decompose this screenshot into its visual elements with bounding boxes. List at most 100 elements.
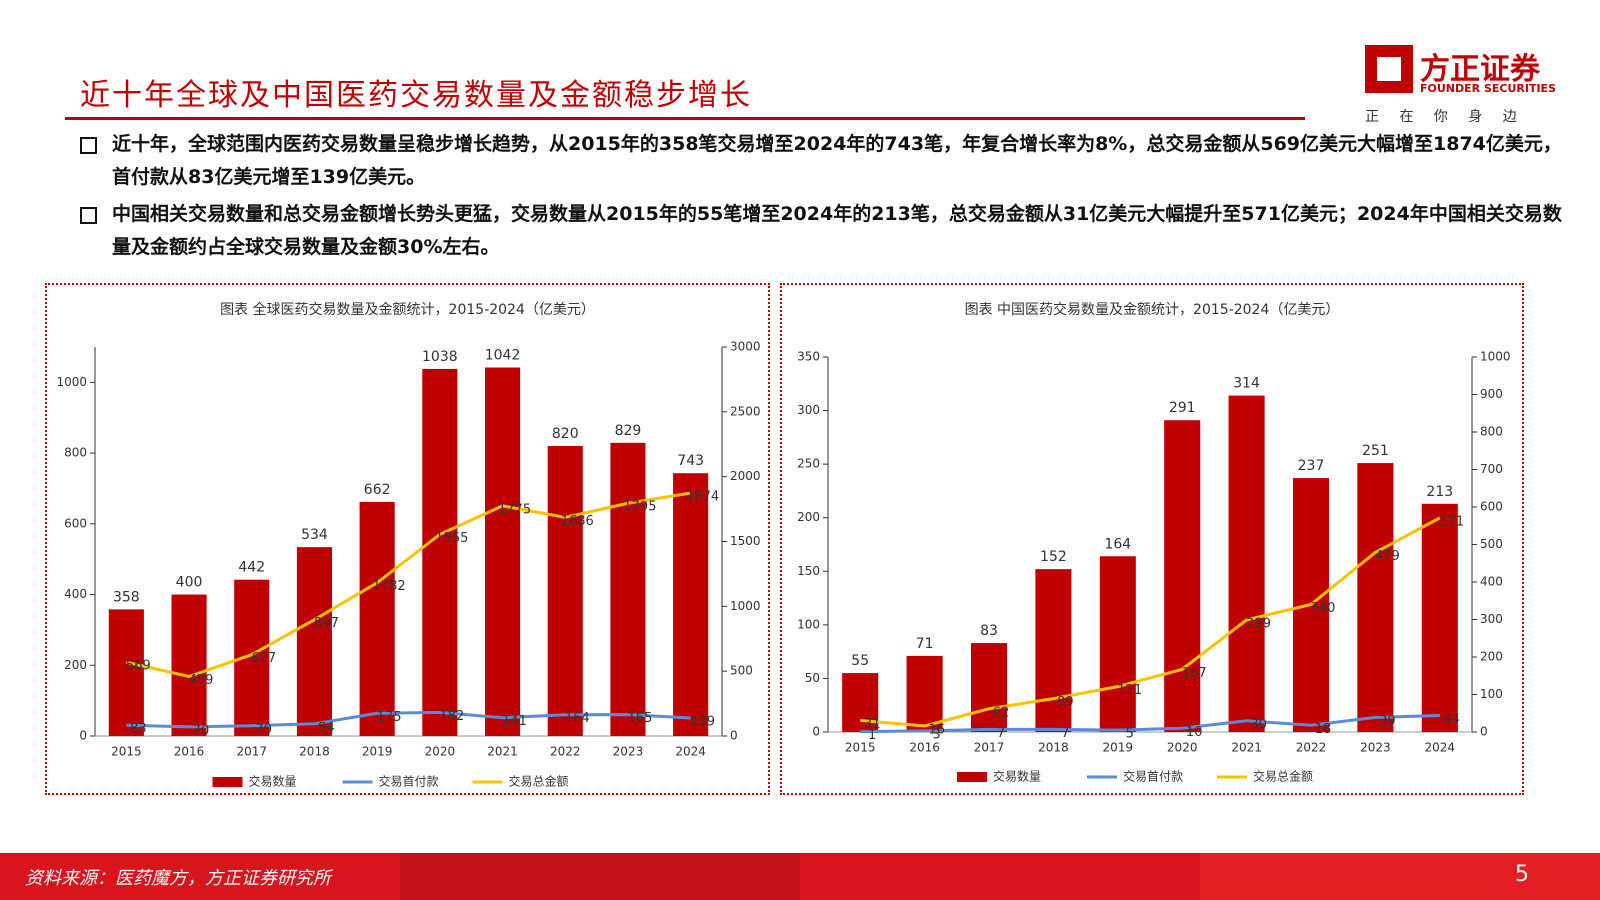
x-tick-label: 2019 bbox=[362, 745, 393, 759]
bar bbox=[359, 501, 395, 736]
line-label: 627 bbox=[251, 651, 276, 666]
y2-tick-label: 500 bbox=[730, 664, 753, 678]
line-label: 569 bbox=[126, 659, 151, 674]
line-label: 571 bbox=[1439, 514, 1464, 529]
bar bbox=[970, 643, 1008, 732]
line-label: 1874 bbox=[686, 490, 719, 505]
bar-label: 820 bbox=[552, 426, 579, 442]
y-tick-label: 0 bbox=[79, 729, 87, 743]
x-tick-label: 2023 bbox=[613, 745, 644, 759]
bar-label: 164 bbox=[1104, 536, 1131, 552]
chart-box: 图表 中国医药交易数量及金额统计，2015-2024（亿美元） 0 50 100 150… bbox=[780, 283, 1524, 795]
y-tick-label: 50 bbox=[805, 671, 820, 685]
bar-label: 83 bbox=[980, 623, 998, 639]
line-label: 1795 bbox=[623, 500, 656, 515]
line-label: 94 bbox=[318, 720, 335, 735]
line-label: 1 bbox=[868, 728, 876, 743]
y-tick-label: 400 bbox=[64, 587, 87, 601]
bar bbox=[1164, 420, 1201, 732]
legend-label: 交易数量 bbox=[249, 774, 297, 789]
x-tick-label: 2024 bbox=[675, 745, 706, 759]
x-tick-label: 2015 bbox=[111, 745, 142, 759]
bar-label: 237 bbox=[1298, 458, 1325, 474]
line-label: 7 bbox=[997, 726, 1005, 741]
bar bbox=[610, 442, 646, 736]
slide-title: 近十年全球及中国医药交易数量及金额稳步增长 bbox=[80, 78, 752, 113]
x-tick-label: 2018 bbox=[1038, 741, 1069, 755]
bar-label: 1042 bbox=[485, 348, 521, 364]
line-label: 70 bbox=[193, 723, 210, 738]
y-tick-label: 100 bbox=[797, 617, 820, 631]
bar bbox=[296, 547, 333, 736]
chart-title: 图表 全球医药交易数量及金额统计，2015-2024（亿美元） bbox=[220, 301, 595, 318]
line-label: 44 bbox=[1444, 712, 1461, 727]
y2-tick-label: 2000 bbox=[730, 469, 761, 483]
y-tick-label: 800 bbox=[64, 446, 87, 460]
line-label: 479 bbox=[1375, 549, 1400, 564]
y2-tick-label: 700 bbox=[1480, 462, 1503, 476]
title-rule bbox=[65, 117, 1305, 120]
line-label: 175 bbox=[377, 710, 402, 725]
x-tick-label: 2018 bbox=[299, 745, 330, 759]
logo-en: FOUNDER SECURITIES bbox=[1420, 82, 1556, 95]
line-label: 121 bbox=[1117, 683, 1142, 698]
y2-tick-label: 3000 bbox=[730, 340, 761, 354]
bar bbox=[1357, 463, 1394, 732]
line bbox=[860, 516, 1441, 728]
bar-label: 1038 bbox=[422, 349, 458, 365]
line-label: 3 bbox=[932, 727, 940, 742]
source: 资料来源：医药魔方，方正证券研究所 bbox=[25, 868, 331, 889]
line-label: 897 bbox=[314, 616, 339, 631]
bar-label: 251 bbox=[1362, 443, 1389, 459]
x-tick-label: 2024 bbox=[1425, 741, 1456, 755]
bar bbox=[906, 655, 943, 732]
x-tick-label: 2021 bbox=[487, 745, 518, 759]
chart: 图表 全球医药交易数量及金额统计，2015-2024（亿美元） 0 200 400 60… bbox=[56, 301, 761, 789]
y-tick-label: 250 bbox=[797, 457, 820, 471]
legend-label: 交易首付款 bbox=[379, 774, 439, 789]
x-tick-label: 2017 bbox=[236, 745, 267, 759]
bar bbox=[1421, 503, 1458, 732]
legend-swatch bbox=[212, 777, 243, 787]
line-label: 1686 bbox=[561, 514, 594, 529]
line-label: 30 bbox=[1250, 717, 1267, 732]
y2-tick-label: 2500 bbox=[730, 404, 761, 418]
bar-label: 314 bbox=[1233, 376, 1260, 392]
y2-tick-label: 1000 bbox=[1480, 350, 1511, 364]
bar-label: 442 bbox=[238, 560, 265, 576]
legend-label: 交易总金额 bbox=[509, 774, 569, 789]
bar-label: 400 bbox=[176, 575, 203, 591]
line-label: 340 bbox=[1311, 601, 1336, 616]
y2-tick-label: 1000 bbox=[730, 599, 761, 613]
bullet: 近十年，全球范围内医药交易数量呈稳步增长趋势，从2015年的358笔交易增至20… bbox=[80, 128, 1562, 194]
line-label: 10 bbox=[1186, 725, 1203, 740]
y2-tick-label: 200 bbox=[1480, 650, 1503, 664]
x-tick-label: 2015 bbox=[845, 741, 876, 755]
y2-tick-label: 100 bbox=[1480, 687, 1503, 701]
bar bbox=[1035, 569, 1072, 732]
line-label: 79 bbox=[255, 722, 272, 737]
bar-label: 213 bbox=[1426, 484, 1453, 500]
page-number: 5 bbox=[1515, 862, 1529, 887]
bar bbox=[108, 609, 144, 736]
bar bbox=[1228, 395, 1265, 732]
chart: 图表 中国医药交易数量及金额统计，2015-2024（亿美元）050100150… bbox=[797, 301, 1511, 784]
logo-mark bbox=[1365, 45, 1413, 93]
legend-label: 交易首付款 bbox=[1123, 769, 1183, 784]
bar-label: 743 bbox=[677, 453, 704, 469]
line-label: 165 bbox=[628, 711, 653, 726]
line-label: 62 bbox=[993, 705, 1010, 720]
y2-tick-label: 0 bbox=[1480, 725, 1488, 739]
line-label: 1775 bbox=[498, 502, 531, 517]
slogan: 正 在 你 身 边 bbox=[1365, 109, 1525, 125]
y-tick-label: 200 bbox=[64, 658, 87, 672]
line-label: 139 bbox=[690, 714, 715, 729]
bar bbox=[547, 446, 583, 736]
legend-swatch bbox=[957, 772, 987, 782]
line-label: 83 bbox=[130, 722, 147, 737]
line-label: 39 bbox=[1379, 714, 1396, 729]
line-label: 31 bbox=[864, 717, 881, 732]
bar bbox=[673, 473, 709, 736]
y-tick-label: 1000 bbox=[56, 375, 87, 389]
